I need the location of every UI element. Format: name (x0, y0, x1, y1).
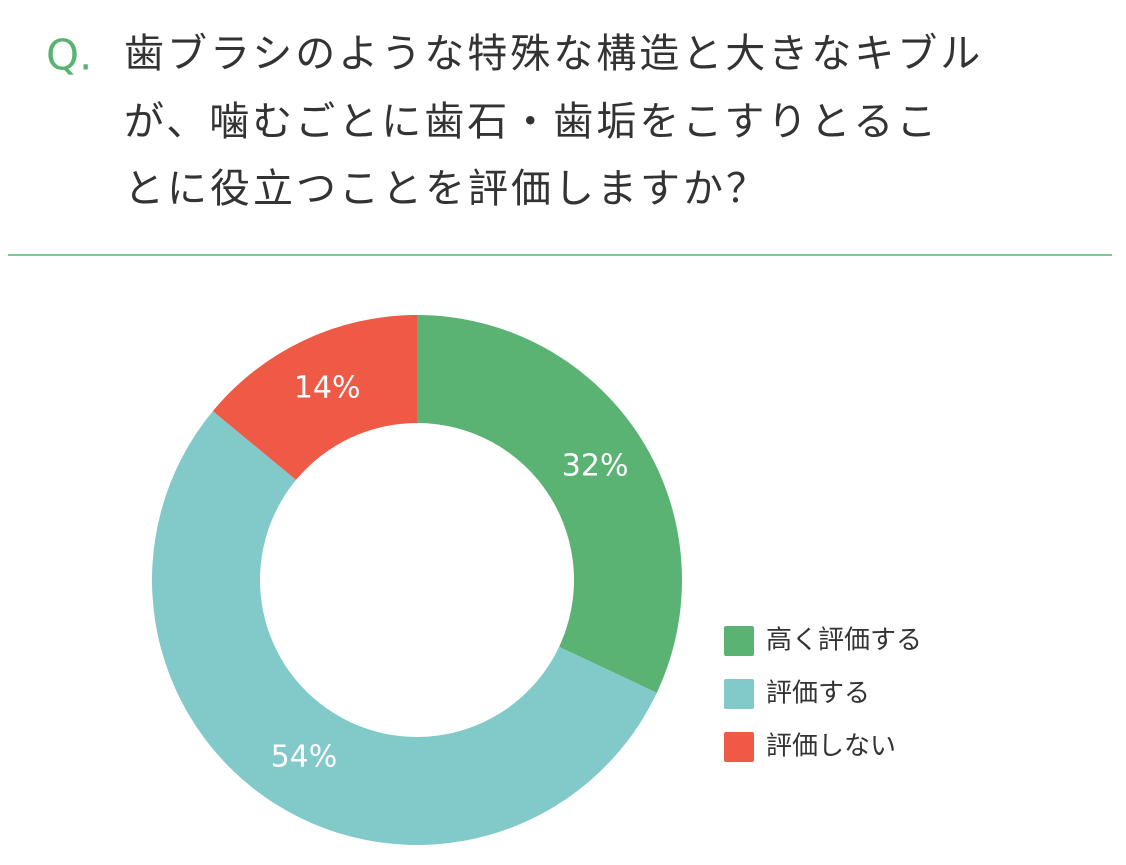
title-line: とに役立つことを評価しますか？ (124, 166, 769, 212)
question-mark: Q. (46, 31, 92, 80)
legend-swatch (724, 679, 754, 709)
donut-segment (417, 315, 682, 693)
legend-swatch (724, 626, 754, 656)
value-label: 32% (562, 448, 629, 483)
donut-segment (151, 411, 657, 845)
donut-segment (212, 315, 417, 480)
legend-label: 高く評価する (766, 626, 922, 656)
legend-label: 評価する (766, 679, 870, 709)
legend-label: 評価しない (766, 732, 896, 762)
value-label: 54% (271, 740, 338, 775)
title-line: 歯ブラシのような特殊な構造と大きなキブル (124, 31, 983, 77)
title-line: が、噛むごとに歯石・歯垢をこすりとるこ (124, 99, 939, 145)
value-label: 14% (294, 371, 361, 406)
legend-swatch (724, 732, 754, 762)
